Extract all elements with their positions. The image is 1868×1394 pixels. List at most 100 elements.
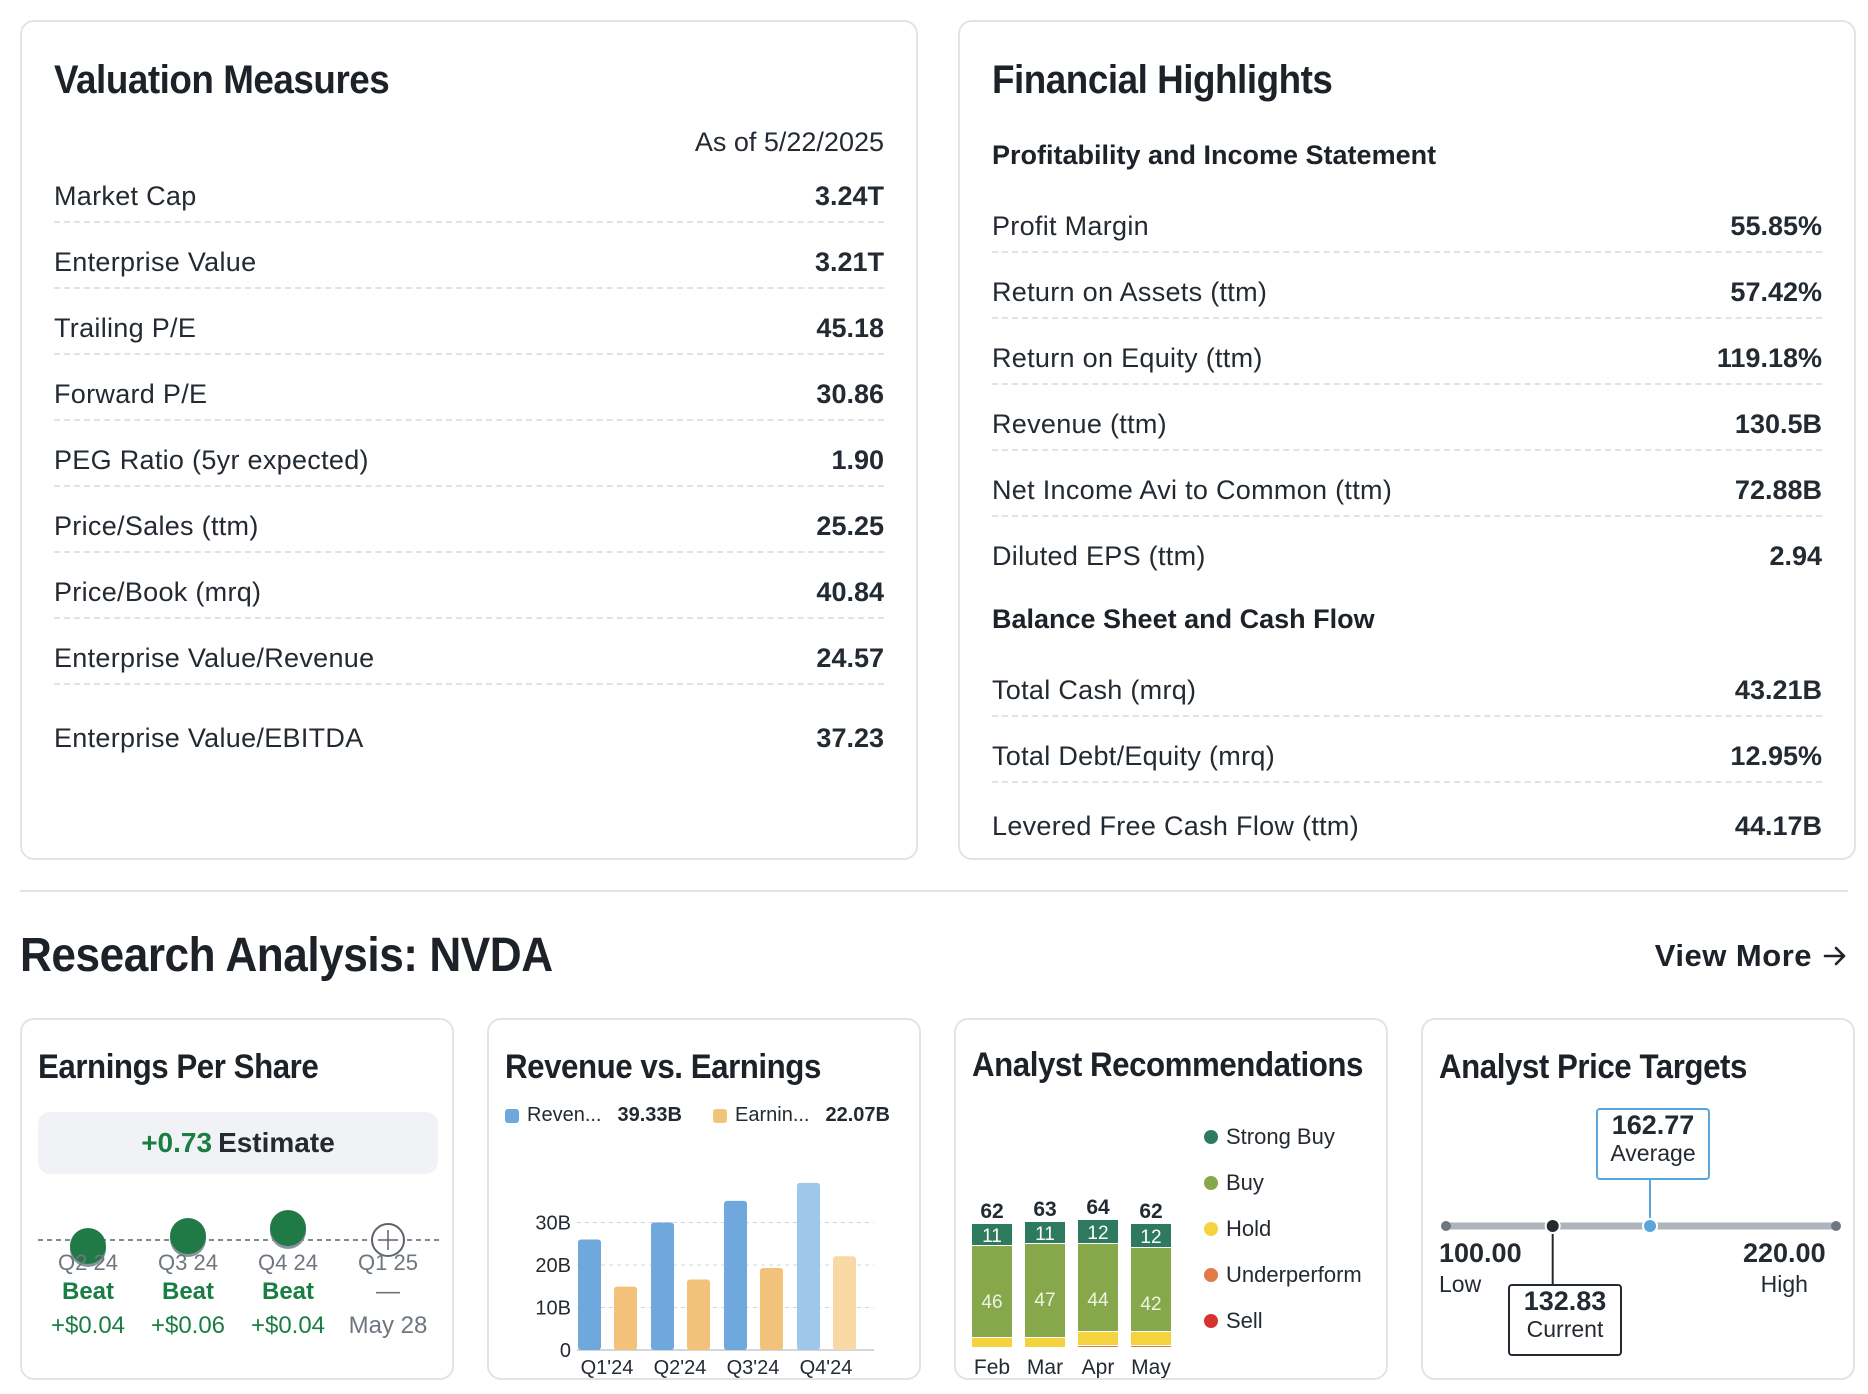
- y-tick-label: 0: [560, 1340, 571, 1362]
- balance-value: 12.95%: [1730, 741, 1822, 771]
- eps-card[interactable]: Earnings Per Share +0.73 Estimate Q2 24 B…: [20, 1018, 454, 1380]
- eps-result: Beat: [161, 1278, 215, 1305]
- legend-dot: [1204, 1222, 1218, 1236]
- valuation-label: Enterprise Value/Revenue: [54, 643, 375, 673]
- valuation-label: Enterprise Value: [54, 247, 257, 277]
- recommendations-title: Analyst Recommendations: [972, 1046, 1363, 1084]
- earnings-bar[interactable]: [614, 1286, 637, 1350]
- legend-earnings-swatch: [713, 1108, 727, 1123]
- rec-segment-label: 12: [1140, 1227, 1161, 1248]
- profitability-label: Revenue (ttm): [992, 409, 1167, 439]
- rec-segment-hold[interactable]: [1078, 1332, 1118, 1345]
- revenue-bar[interactable]: [724, 1200, 747, 1350]
- rec-segment-hold[interactable]: [972, 1338, 1012, 1347]
- rec-segment-strong-buy[interactable]: [972, 1224, 1012, 1245]
- average-target-box: 162.77 Average: [1596, 1108, 1710, 1180]
- low-target-label: Low: [1439, 1271, 1482, 1297]
- earnings-bar[interactable]: [760, 1267, 783, 1350]
- balance-row: Total Debt/Equity (mrq) 12.95%: [992, 717, 1822, 783]
- valuation-label: Forward P/E: [54, 379, 208, 409]
- rec-total-label: 62: [1139, 1200, 1162, 1223]
- eps-result: Beat: [61, 1278, 115, 1305]
- balance-label: Levered Free Cash Flow (ttm): [992, 811, 1360, 841]
- recommendations-card[interactable]: Analyst Recommendations 46 11 62 Feb 47 11 63 M…: [954, 1018, 1388, 1380]
- profitability-label: Return on Assets (ttm): [992, 277, 1268, 307]
- profitability-value: 119.18%: [1716, 343, 1822, 373]
- earnings-bar[interactable]: [687, 1279, 710, 1350]
- valuation-label: Price/Book (mrq): [54, 577, 262, 607]
- revenue-earnings-card[interactable]: Revenue vs. Earnings Reven... 39.33B Ear…: [487, 1018, 921, 1380]
- rec-segment-label: 42: [1140, 1294, 1161, 1315]
- rec-legend-item: Buy: [1204, 1170, 1264, 1196]
- profitability-heading: Profitability and Income Statement: [992, 140, 1437, 170]
- eps-quarter-label: Q4 24: [258, 1250, 318, 1275]
- profitability-row: Net Income Avi to Common (ttm) 72.88B: [992, 451, 1822, 517]
- rec-segment-underperform[interactable]: [1078, 1346, 1118, 1347]
- rec-segment-label: 11: [982, 1226, 1002, 1247]
- rec-segment-buy[interactable]: [1025, 1244, 1065, 1337]
- rec-segment-hold[interactable]: [1025, 1338, 1065, 1347]
- legend-earnings-name: Earnin...: [735, 1104, 810, 1126]
- x-tick-label: Feb: [974, 1356, 1010, 1378]
- rec-segment-underperform[interactable]: [1131, 1346, 1171, 1347]
- valuation-row: PEG Ratio (5yr expected) 1.90: [54, 421, 884, 487]
- estimate-diff: +0.73: [141, 1127, 213, 1158]
- current-price-box: 132.83 Current: [1508, 1284, 1622, 1356]
- valuation-value: 25.25: [816, 511, 884, 541]
- balance-label: Total Debt/Equity (mrq): [992, 741, 1275, 771]
- rec-total-label: 64: [1086, 1196, 1110, 1219]
- eps-diff: May 28: [348, 1312, 428, 1339]
- valuation-value: 45.18: [816, 313, 884, 343]
- valuation-value: 37.23: [816, 723, 884, 753]
- revenue-bar[interactable]: [651, 1222, 674, 1351]
- as-of-date: As of 5/22/2025: [694, 127, 884, 157]
- price-targets-card[interactable]: Analyst Price Targets 162.77 Average 132…: [1421, 1018, 1855, 1380]
- valuation-label: Market Cap: [54, 181, 197, 211]
- legend-revenue-swatch: [505, 1108, 519, 1123]
- eps-quarter: Q4 24 Beat +$0.04: [238, 1250, 338, 1340]
- revenue-bar[interactable]: [797, 1182, 820, 1350]
- price-targets-title: Analyst Price Targets: [1439, 1048, 1747, 1086]
- rec-segment-buy[interactable]: [1078, 1244, 1118, 1331]
- current-price-value: 132.83: [1523, 1286, 1607, 1316]
- valuation-row: Enterprise Value/EBITDA 37.23: [54, 685, 884, 765]
- eps-result: —: [376, 1278, 400, 1305]
- legend-label: Hold: [1226, 1216, 1272, 1241]
- revenue-earnings-title: Revenue vs. Earnings: [505, 1048, 821, 1086]
- research-title: Research Analysis: NVDA: [20, 929, 553, 982]
- valuation-value: 1.90: [831, 445, 884, 475]
- current-marker: [1544, 1218, 1561, 1234]
- rec-segment-label: 11: [1035, 1224, 1055, 1245]
- rec-segment-buy[interactable]: [972, 1246, 1012, 1337]
- arrow-right-icon: [1823, 946, 1846, 966]
- y-tick-label: 10B: [535, 1298, 571, 1320]
- balance-label: Total Cash (mrq): [992, 675, 1197, 705]
- rec-legend-item: Strong Buy: [1204, 1124, 1335, 1150]
- rec-segment-hold[interactable]: [1131, 1332, 1171, 1345]
- eps-actual-dot: [270, 1210, 306, 1246]
- rec-total-label: 63: [1033, 1198, 1056, 1221]
- legend-dot: [1204, 1176, 1218, 1190]
- valuation-measures-card: Valuation Measures As of 5/22/2025 Marke…: [20, 20, 918, 860]
- profitability-value: 2.94: [1769, 541, 1822, 571]
- valuation-value: 24.57: [816, 643, 884, 673]
- valuation-label: Price/Sales (ttm): [54, 511, 259, 541]
- x-tick-label: Q3'24: [727, 1357, 780, 1378]
- y-tick-label: 20B: [535, 1255, 571, 1277]
- rec-segment-label: 46: [981, 1292, 1002, 1313]
- earnings-bar[interactable]: [833, 1256, 856, 1350]
- high-marker: [1831, 1221, 1841, 1231]
- rec-segment-strong-buy[interactable]: [1025, 1222, 1065, 1243]
- profitability-row: Profit Margin 55.85%: [992, 188, 1822, 253]
- revenue-bar[interactable]: [578, 1239, 601, 1351]
- eps-actual-dot: [70, 1228, 106, 1264]
- legend-label: Sell: [1226, 1308, 1263, 1333]
- view-more-link[interactable]: View More: [1655, 938, 1848, 974]
- valuation-row: Price/Book (mrq) 40.84: [54, 553, 884, 619]
- rec-segment-buy[interactable]: [1131, 1248, 1171, 1331]
- low-target: 100.00 Low: [1439, 1238, 1522, 1298]
- rec-segment-strong-buy[interactable]: [1131, 1224, 1171, 1247]
- rec-segment-strong-buy[interactable]: [1078, 1220, 1118, 1243]
- current-price-label: Current: [1526, 1316, 1604, 1342]
- balance-value: 44.17B: [1734, 811, 1822, 841]
